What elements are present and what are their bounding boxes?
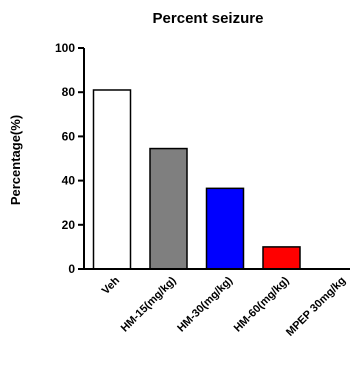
x-axis-tick-labels: VehHM-15(mg/kg)HM-30(mg/kg)HM-60(mg/kg)M… <box>100 274 348 338</box>
y-tick-label: 20 <box>62 218 76 232</box>
bar <box>205 187 245 270</box>
y-tick-label: 0 <box>68 262 75 276</box>
bar <box>149 147 188 270</box>
y-tick-label: 100 <box>55 41 75 55</box>
x-tick-label: HM-60(mg/kg) <box>232 274 292 334</box>
x-tick-label: HM-15(mg/kg) <box>119 274 179 334</box>
x-tick-label: Veh <box>100 274 123 297</box>
y-axis-label: Percentage(%) <box>8 115 23 205</box>
x-tick-label: HM-30(mg/kg) <box>175 274 235 334</box>
x-tick-label: MPEP 30mg/kg <box>284 275 348 339</box>
y-axis-ticks: 0 20 40 60 80 100 <box>55 41 84 276</box>
bars <box>92 89 301 270</box>
y-tick-label: 40 <box>62 174 76 188</box>
chart-title: Percent seizure <box>153 10 264 27</box>
bar <box>92 89 132 270</box>
y-tick-label: 60 <box>62 129 76 143</box>
y-tick-label: 80 <box>62 85 76 99</box>
bar <box>262 246 301 270</box>
